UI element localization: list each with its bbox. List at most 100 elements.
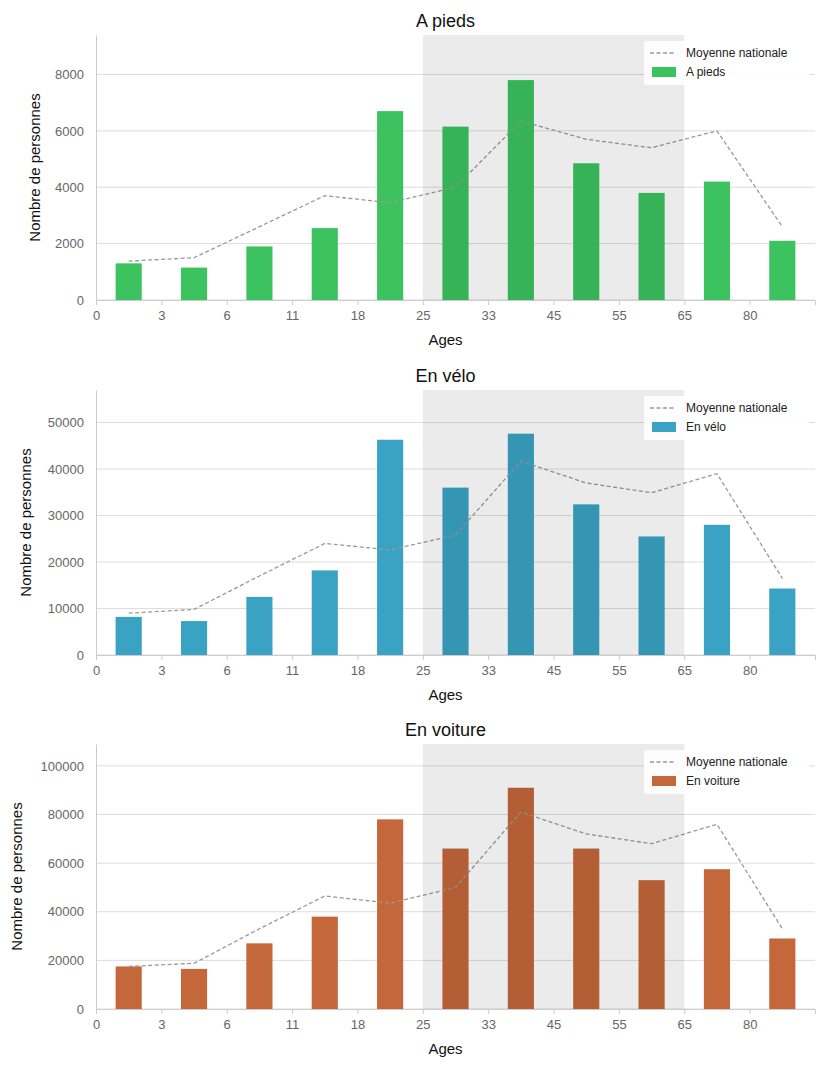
- y-tick-label: 20000: [48, 953, 84, 968]
- x-tick-label: 11: [286, 308, 300, 323]
- x-tick-mark: [227, 655, 228, 660]
- x-tick-mark: [292, 300, 293, 305]
- x-tick-mark: [488, 655, 489, 660]
- y-tick-label: 60000: [48, 856, 84, 871]
- y-tick-label: 0: [77, 1002, 84, 1017]
- x-tick-mark: [227, 300, 228, 305]
- x-axis-line: [97, 1010, 816, 1015]
- bar: [312, 570, 338, 655]
- y-axis-title: Nombre de personnes: [8, 802, 25, 950]
- x-tick-mark: [357, 300, 358, 305]
- bar: [116, 263, 142, 300]
- bar: [312, 917, 338, 1009]
- x-tick-mark: [619, 655, 620, 660]
- x-axis-title: Ages: [428, 1040, 462, 1057]
- x-tick: 18: [351, 300, 365, 323]
- legend-box: [644, 396, 809, 440]
- x-tick-mark: [750, 1009, 751, 1014]
- x-axis-title: Ages: [428, 331, 462, 348]
- x-tick: 45: [547, 655, 561, 678]
- x-tick-mark: [96, 655, 97, 660]
- x-tick-mark: [619, 1009, 620, 1014]
- y-axis-line: [96, 391, 97, 656]
- chart-title: A pieds: [416, 11, 475, 31]
- x-tick-label: 65: [678, 308, 692, 323]
- x-tick-mark: [161, 300, 162, 305]
- y-tick-label: 0: [77, 293, 84, 308]
- y-tick: 0: [77, 648, 96, 663]
- x-axis: 0361118253345556580: [93, 655, 816, 678]
- x-tick-label: 55: [612, 308, 626, 323]
- x-tick-label: 25: [416, 308, 430, 323]
- x-tick: 3: [158, 1009, 165, 1032]
- y-tick-label: 40000: [48, 904, 84, 919]
- x-tick-mark: [423, 655, 424, 660]
- x-tick: 3: [158, 655, 165, 678]
- x-axis: 0361118253345556580: [93, 300, 816, 323]
- x-tick-label: 0: [93, 308, 100, 323]
- bar: [704, 182, 730, 300]
- x-tick-mark: [554, 1009, 555, 1014]
- x-tick: 25: [416, 655, 430, 678]
- legend-swatch: [652, 422, 676, 432]
- y-axis: 01000020000300004000050000: [48, 391, 97, 663]
- x-tick-mark: [684, 1009, 685, 1014]
- y-tick: 0: [77, 293, 96, 308]
- y-tick: 8000: [55, 67, 96, 82]
- y-tick-label: 40000: [48, 462, 84, 477]
- bar: [116, 617, 142, 655]
- bar: [769, 241, 795, 300]
- y-axis-line: [96, 745, 97, 1010]
- y-tick: 20000: [48, 555, 96, 570]
- x-tick-label: 3: [158, 1017, 165, 1032]
- x-tick: 18: [351, 1009, 365, 1032]
- x-tick-mark: [161, 655, 162, 660]
- x-tick: 33: [481, 655, 495, 678]
- x-tick-label: 3: [158, 663, 165, 678]
- x-tick-label: 65: [678, 663, 692, 678]
- x-axis-title: Ages: [428, 686, 462, 703]
- legend-line: [650, 761, 676, 762]
- legend-box: [644, 41, 809, 85]
- x-tick-mark: [227, 1009, 228, 1014]
- x-tick-mark: [96, 300, 97, 305]
- bar: [246, 597, 272, 655]
- x-tick-mark: [684, 300, 685, 305]
- legend: Moyenne nationaleEn voiture: [644, 750, 809, 794]
- y-tick-label: 2000: [55, 236, 84, 251]
- panel: 0361118253345556580020000400006000080000…: [8, 720, 816, 1057]
- y-tick: 40000: [48, 462, 96, 477]
- legend-line: [650, 407, 676, 408]
- bar: [704, 869, 730, 1009]
- x-tick-label: 80: [743, 663, 757, 678]
- legend-swatch: [652, 776, 676, 786]
- x-tick-mark: [750, 655, 751, 660]
- x-tick-label: 65: [678, 1017, 692, 1032]
- legend: Moyenne nationaleEn vélo: [644, 396, 809, 440]
- y-tick: 60000: [48, 856, 96, 871]
- x-tick: 65: [678, 655, 692, 678]
- legend-label: Moyenne nationale: [686, 755, 788, 769]
- legend-box: [644, 750, 809, 794]
- bar: [246, 246, 272, 300]
- x-tick-mark: [357, 655, 358, 660]
- y-tick-label: 80000: [48, 807, 84, 822]
- bar: [704, 525, 730, 655]
- y-tick: 2000: [55, 236, 96, 251]
- bar: [769, 589, 795, 655]
- x-tick-label: 25: [416, 663, 430, 678]
- x-tick: 45: [547, 300, 561, 323]
- x-tick-label: 18: [351, 663, 365, 678]
- x-tick-label: 3: [158, 308, 165, 323]
- x-tick-label: 11: [286, 663, 300, 678]
- legend-swatch: [652, 67, 676, 77]
- y-axis: 0 20000 40000 60000 80000 100000: [41, 745, 97, 1017]
- x-tick-label: 33: [481, 308, 495, 323]
- x-tick-mark: [488, 300, 489, 305]
- y-tick: 100000: [41, 759, 96, 774]
- x-tick-label: 80: [743, 308, 757, 323]
- x-tick-label: 6: [224, 663, 231, 678]
- y-tick: 80000: [48, 807, 96, 822]
- bar: [769, 938, 795, 1009]
- legend-label: A pieds: [686, 65, 725, 79]
